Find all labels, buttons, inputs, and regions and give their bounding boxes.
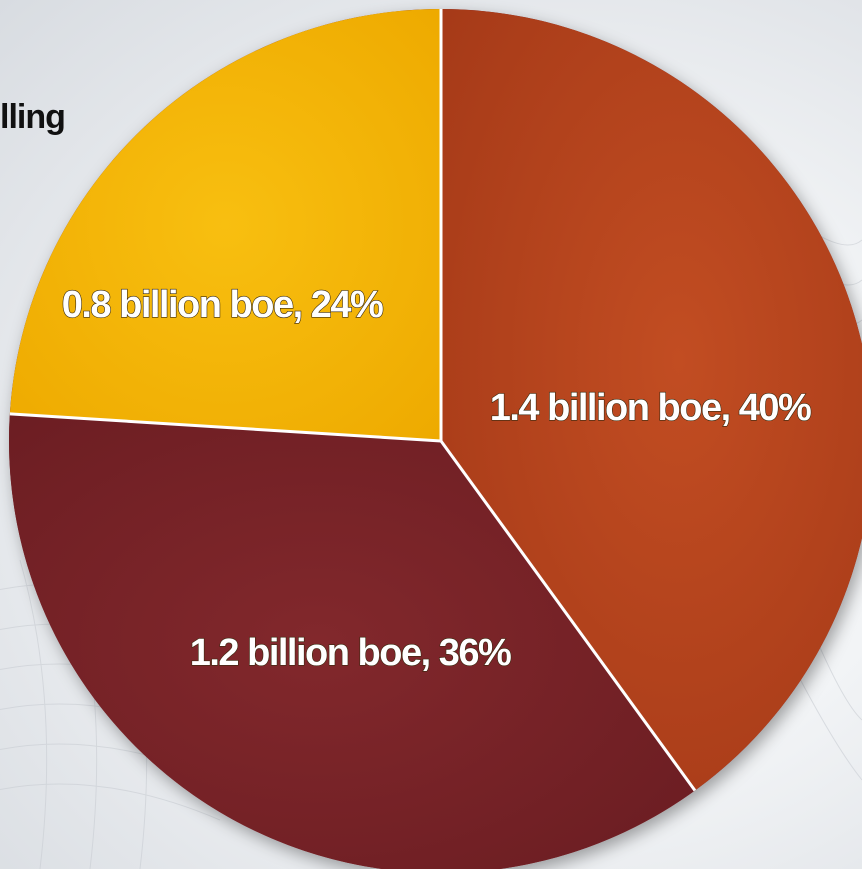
pie-slice-1 (441, 9, 862, 791)
slice-label-3: 0.8 billion boe, 24% (62, 284, 383, 326)
slice-label-2: 1.2 billion boe, 36% (190, 632, 511, 674)
slice-divider-3 (9, 412, 442, 443)
pie-slice-3 (9, 9, 442, 441)
slice-label-1: 1.4 billion boe, 40% (490, 387, 811, 429)
header-fragment: lling (0, 98, 66, 136)
slice-divider-2 (439, 440, 697, 792)
pie-slice-2 (9, 413, 695, 869)
